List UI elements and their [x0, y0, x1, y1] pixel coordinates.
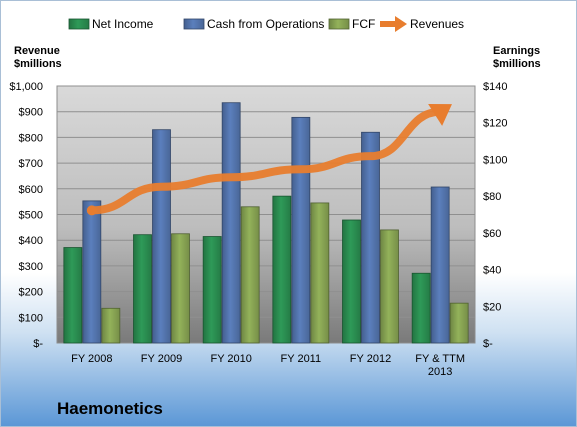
right-tick-label: $- — [483, 338, 493, 350]
left-tick-label: $300 — [19, 261, 43, 273]
left-tick-label: $1,000 — [9, 81, 43, 93]
right-tick-label: $120 — [483, 118, 507, 130]
legend-label-fcf: FCF — [352, 17, 375, 31]
x-tick-label: FY 2009 — [141, 353, 182, 365]
left-tick-label: $200 — [19, 287, 43, 299]
fcf-bar — [380, 229, 399, 344]
left-tick-label: $100 — [19, 312, 43, 324]
cash-from-operations-bar — [221, 102, 241, 344]
left-tick-label: $- — [33, 338, 43, 350]
x-tick-label: FY 2012 — [350, 353, 391, 365]
legend-swatch-net-income — [68, 18, 90, 30]
revenues-line — [87, 107, 445, 215]
right-tick-label: $80 — [483, 191, 501, 203]
fcf-bar — [240, 206, 260, 344]
legend-label-net-income: Net Income — [92, 17, 154, 31]
net-income-bar — [133, 234, 152, 344]
left-tick-label: $800 — [19, 132, 43, 144]
cash-from-operations-bar — [430, 186, 450, 344]
x-tick-label-line: FY & TTM — [415, 353, 465, 365]
x-tick-label: FY & TTM 2013 — [415, 353, 465, 378]
x-tick-label: FY 2008 — [71, 353, 112, 365]
net-income-bar — [272, 195, 292, 344]
right-tick-label: $20 — [483, 301, 501, 313]
cash-from-operations-bar — [152, 129, 171, 344]
x-tick-label-line: FY 2010 — [210, 353, 251, 365]
legend-arrowhead — [395, 16, 407, 32]
x-tick-label: FY 2010 — [210, 353, 251, 365]
right-tick-label: $40 — [483, 265, 501, 277]
legend-swatch-cash-from-operations — [183, 18, 205, 30]
cash-from-operations-bar — [82, 200, 102, 344]
left-tick-label: $700 — [19, 158, 43, 170]
cash-from-operations-bar — [291, 116, 311, 344]
left-tick-label: $400 — [19, 235, 43, 247]
x-tick-label-line: FY 2012 — [350, 353, 391, 365]
fcf-bar — [171, 233, 190, 344]
legend-label-cash-from-operations: Cash from Operations — [207, 17, 324, 31]
company-name: Haemonetics — [57, 399, 163, 418]
legend-swatch-fcf — [328, 18, 350, 30]
left-tick-label: $500 — [19, 210, 43, 222]
left-tick-label: $900 — [19, 107, 43, 119]
revenues-arrowhead — [428, 103, 452, 126]
legend-label-revenues: Revenues — [410, 17, 464, 31]
net-income-bar — [342, 219, 361, 344]
x-tick-label-line: 2013 — [428, 366, 452, 378]
net-income-bar — [63, 247, 83, 344]
right-tick-label: $140 — [483, 81, 507, 93]
revenues-line-start — [86, 205, 97, 216]
x-tick-label-line: FY 2009 — [141, 353, 182, 365]
right-tick-label: $100 — [483, 154, 507, 166]
left-tick-label: $600 — [19, 184, 43, 196]
x-tick-label-line: FY 2011 — [281, 353, 322, 365]
right-axis-title: Earnings $millions — [493, 45, 541, 70]
right-tick-label: $60 — [483, 228, 501, 240]
net-income-bar — [202, 236, 222, 344]
cash-from-operations-bar — [361, 131, 380, 344]
net-income-bar — [411, 272, 431, 344]
x-tick-label: FY 2011 — [281, 353, 322, 365]
fcf-bar — [449, 302, 469, 344]
x-tick-label-line: FY 2008 — [71, 353, 112, 365]
fcf-bar — [310, 202, 330, 344]
fcf-bar — [101, 307, 121, 344]
left-axis-title: Revenue $millions — [14, 45, 62, 70]
